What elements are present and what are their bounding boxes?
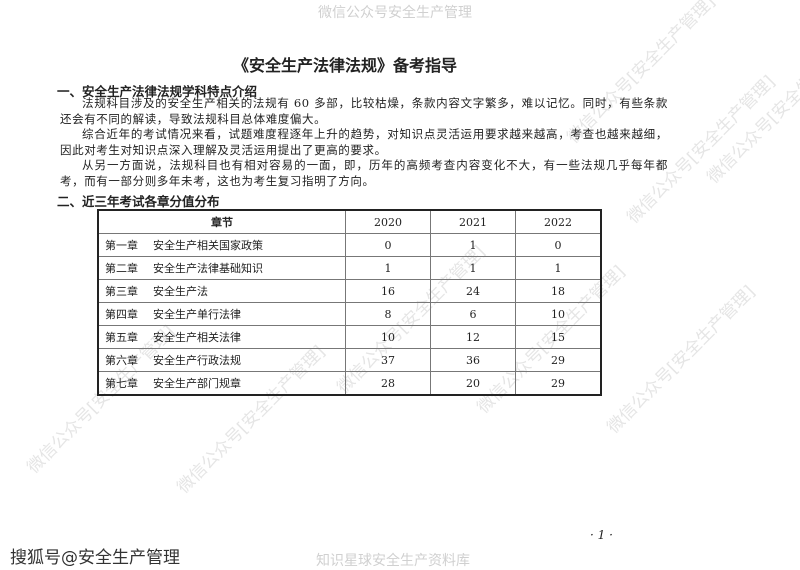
page-number: · 1 · [590, 528, 613, 542]
score-2020: 37 [345, 348, 431, 372]
chapter-cell: 第一章 安全生产相关国家政策 [97, 233, 346, 257]
diagonal-watermark: 微信公众号[安全生产管理] [603, 281, 760, 438]
score-2021: 12 [430, 325, 516, 349]
score-2020: 1 [345, 256, 431, 280]
score-2020: 28 [345, 371, 431, 396]
table-header-row: 章节 2020 2021 2022 [97, 209, 602, 234]
table-row: 第六章 安全生产行政法规 37 36 29 [97, 348, 602, 372]
score-2020: 8 [345, 302, 431, 326]
chapter-cell: 第七章 安全生产部门规章 [97, 371, 346, 396]
table-row: 第二章 安全生产法律基础知识 1 1 1 [97, 256, 602, 280]
chapter-number: 第四章 [105, 308, 138, 321]
score-2021: 1 [430, 256, 516, 280]
score-2022: 1 [515, 256, 602, 280]
score-2022: 0 [515, 233, 602, 257]
chapter-name: 安全生产行政法规 [153, 354, 241, 367]
chapter-number: 第六章 [105, 354, 138, 367]
chapter-name: 安全生产相关国家政策 [153, 239, 263, 252]
table-row: 第三章 安全生产法 16 24 18 [97, 279, 602, 303]
chapter-name: 安全生产法律基础知识 [153, 262, 263, 275]
header-2020: 2020 [345, 209, 431, 234]
chapter-cell: 第四章 安全生产单行法律 [97, 302, 346, 326]
chapter-number: 第一章 [105, 239, 138, 252]
paragraph-1: 法规科目涉及的安全生产相关的法规有 60 多部，比较枯燥，条款内容文字繁多，难以… [60, 96, 668, 126]
score-2021: 24 [430, 279, 516, 303]
page-title: 《安全生产法律法规》备考指导 [232, 56, 457, 75]
bottom-watermark: 知识星球安全生产资料库 [316, 553, 470, 569]
score-2021: 36 [430, 348, 516, 372]
score-2021: 1 [430, 233, 516, 257]
paragraph-3: 从另一方面说，法规科目也有相对容易的一面，即，历年的高频考查内容变化不大，有一些… [60, 158, 668, 188]
score-2021: 6 [430, 302, 516, 326]
score-2021: 20 [430, 371, 516, 396]
score-2022: 29 [515, 348, 602, 372]
score-distribution-table: 章节 2020 2021 2022 第一章 安全生产相关国家政策 0 1 0 第二章 安全生… [97, 209, 602, 396]
diagonal-watermark: 微信公众号[安全生产管理] [703, 31, 800, 188]
score-2020: 10 [345, 325, 431, 349]
score-2022: 15 [515, 325, 602, 349]
chapter-number: 第二章 [105, 262, 138, 275]
header-2022: 2022 [515, 209, 602, 234]
chapter-cell: 第二章 安全生产法律基础知识 [97, 256, 346, 280]
chapter-name: 安全生产单行法律 [153, 308, 241, 321]
table-row: 第一章 安全生产相关国家政策 0 1 0 [97, 233, 602, 257]
chapter-name: 安全生产法 [153, 285, 208, 298]
section-heading-1: 一、安全生产法律法规学科特点介绍 [57, 84, 258, 99]
score-2020: 16 [345, 279, 431, 303]
chapter-name: 安全生产相关法律 [153, 331, 241, 344]
source-watermark: 搜狐号@安全生产管理 [10, 548, 180, 568]
chapter-cell: 第六章 安全生产行政法规 [97, 348, 346, 372]
score-2020: 0 [345, 233, 431, 257]
chapter-number: 第五章 [105, 331, 138, 344]
chapter-number: 第七章 [105, 377, 138, 390]
chapter-cell: 第五章 安全生产相关法律 [97, 325, 346, 349]
paragraph-2: 综合近年的考试情况来看，试题难度程逐年上升的趋势，对知识点灵活运用要求越来越高，… [60, 127, 668, 157]
table-row: 第七章 安全生产部门规章 28 20 29 [97, 371, 602, 396]
chapter-name: 安全生产部门规章 [153, 377, 241, 390]
section-heading-2: 二、近三年考试各章分值分布 [57, 194, 220, 209]
table-row: 第四章 安全生产单行法律 8 6 10 [97, 302, 602, 326]
table-row: 第五章 安全生产相关法律 10 12 15 [97, 325, 602, 349]
chapter-number: 第三章 [105, 285, 138, 298]
chapter-cell: 第三章 安全生产法 [97, 279, 346, 303]
score-2022: 18 [515, 279, 602, 303]
score-2022: 29 [515, 371, 602, 396]
score-2022: 10 [515, 302, 602, 326]
top-watermark: 微信公众号安全生产管理 [318, 5, 472, 21]
header-2021: 2021 [430, 209, 516, 234]
header-chapter: 章节 [97, 209, 346, 234]
